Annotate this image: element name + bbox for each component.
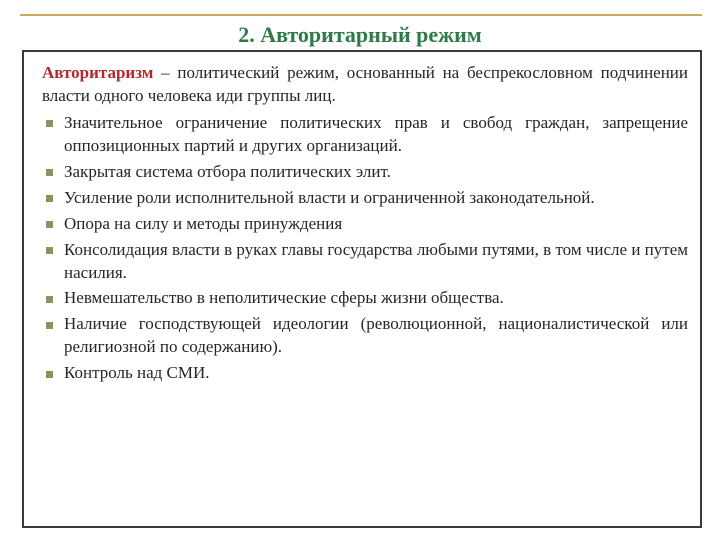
page-title: 2. Авторитарный режим (0, 22, 720, 48)
content-box: Авторитаризм – политический режим, основ… (22, 50, 702, 528)
list-item: Контроль над СМИ. (42, 362, 688, 385)
list-item: Закрытая система отбора политических эли… (42, 161, 688, 184)
definition-term: Авторитаризм (42, 63, 153, 82)
list-item: Наличие господствующей идеологии (револю… (42, 313, 688, 359)
list-item: Опора на силу и методы принуждения (42, 213, 688, 236)
definition-paragraph: Авторитаризм – политический режим, основ… (42, 62, 688, 108)
list-item: Усиление роли исполнительной власти и ог… (42, 187, 688, 210)
bullet-list: Значительное ограничение политических пр… (42, 112, 688, 385)
list-item: Значительное ограничение политических пр… (42, 112, 688, 158)
list-item: Консолидация власти в руках главы госуда… (42, 239, 688, 285)
accent-line (20, 14, 702, 16)
list-item: Невмешательство в неполитические сферы ж… (42, 287, 688, 310)
